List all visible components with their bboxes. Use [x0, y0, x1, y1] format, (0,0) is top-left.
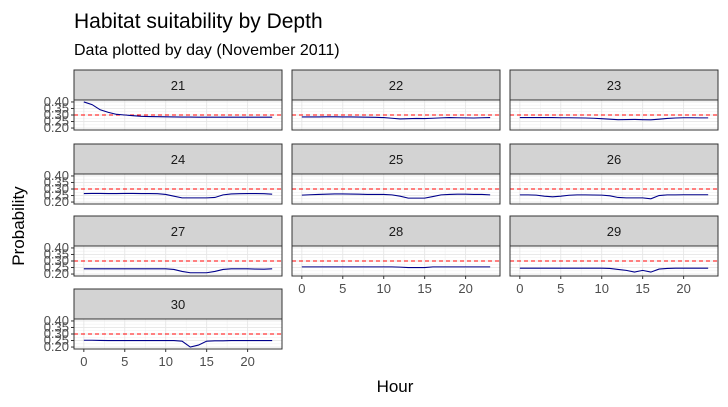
- facet-panel-25: 25: [291, 143, 501, 205]
- facet-panel-24: 24 0.200.250.300.350.40: [44, 143, 283, 209]
- y-tick-label: 0.30: [44, 253, 69, 268]
- facet-panel-27: 27 0.200.250.300.350.40: [44, 215, 283, 281]
- y-tick-label: 0.25: [44, 260, 69, 275]
- panel-border: [291, 245, 501, 277]
- x-tick-label: 0: [516, 281, 523, 296]
- facet-panel-29: 29 0 5 10 15 20: [509, 215, 719, 296]
- x-axis-title: Hour: [377, 377, 414, 396]
- y-tick-label: 0.30: [44, 107, 69, 122]
- series-line: [83, 339, 273, 348]
- panel-border: [509, 245, 719, 277]
- facet-panel-21: 21 0.200.250.300.350.40: [44, 69, 283, 135]
- facet-panel-26: 26: [509, 143, 719, 205]
- facet-strip: [509, 143, 719, 175]
- series-line: [519, 267, 709, 273]
- facet-strip-label: 27: [171, 224, 185, 239]
- x-tick-label: 20: [240, 354, 254, 369]
- x-tick-label: 0: [298, 281, 305, 296]
- facet-panel-28: 28 0 5 10 15 20: [291, 215, 501, 296]
- facet-strip-label: 22: [389, 78, 403, 93]
- y-tick-label: 0.20: [44, 266, 69, 281]
- facet-strip: [73, 69, 283, 101]
- series-line: [83, 192, 273, 199]
- x-tick-label: 20: [676, 281, 690, 296]
- y-tick-label: 0.40: [44, 168, 69, 183]
- series-line: [301, 193, 491, 199]
- series-line: [301, 116, 491, 120]
- facet-strip: [73, 215, 283, 247]
- facet-panel-23: 23: [509, 69, 719, 131]
- x-tick-label: 5: [339, 281, 346, 296]
- panel-border: [509, 99, 719, 131]
- series-line: [519, 194, 709, 200]
- x-tick-label: 15: [635, 281, 649, 296]
- facet-strip-label: 21: [171, 78, 185, 93]
- x-tick-label: 5: [121, 354, 128, 369]
- x-tick-label: 15: [417, 281, 431, 296]
- y-tick-label: 0.40: [44, 313, 69, 328]
- y-tick-label: 0.35: [44, 246, 69, 261]
- x-tick-label: 0: [80, 354, 87, 369]
- chart-subtitle: Data plotted by day (November 2011): [74, 42, 340, 59]
- y-tick-label: 0.30: [44, 181, 69, 196]
- facet-strip-label: 26: [607, 152, 621, 167]
- y-tick-label: 0.25: [44, 333, 69, 348]
- y-tick-label: 0.20: [44, 120, 69, 135]
- facet-strip-label: 28: [389, 224, 403, 239]
- facet-strip-label: 25: [389, 152, 403, 167]
- facet-strip: [509, 69, 719, 101]
- x-tick-label: 15: [199, 354, 213, 369]
- y-tick-label: 0.40: [44, 94, 69, 109]
- y-tick-label: 0.40: [44, 240, 69, 255]
- y-tick-label: 0.20: [44, 339, 69, 354]
- facet-strip: [291, 143, 501, 175]
- facet-panel-22: 22: [291, 69, 501, 131]
- chart-title: Habitat suitability by Depth: [74, 10, 323, 33]
- panel-border: [509, 173, 719, 205]
- facet-strip: [291, 215, 501, 247]
- facet-strip-label: 24: [171, 152, 185, 167]
- y-tick-label: 0.25: [44, 114, 69, 129]
- y-tick-label: 0.25: [44, 188, 69, 203]
- series-line: [519, 117, 709, 121]
- facet-strip: [509, 215, 719, 247]
- y-tick-label: 0.35: [44, 174, 69, 189]
- facet-strip: [73, 288, 283, 320]
- facet-strip-label: 23: [607, 78, 621, 93]
- y-tick-label: 0.30: [44, 326, 69, 341]
- x-tick-label: 10: [158, 354, 172, 369]
- panel-border: [291, 99, 501, 131]
- y-axis-title: Probability: [9, 186, 28, 266]
- x-tick-label: 5: [557, 281, 564, 296]
- facet-panel-30: 30 0.200.250.300.350.40 0 5 10 15 20: [44, 288, 283, 369]
- series-line: [83, 101, 273, 118]
- series-line: [83, 268, 273, 274]
- y-tick-label: 0.35: [44, 319, 69, 334]
- panel-border: [291, 173, 501, 205]
- series-line: [301, 266, 491, 269]
- x-tick-label: 10: [594, 281, 608, 296]
- y-tick-label: 0.35: [44, 100, 69, 115]
- facet-strip-label: 30: [171, 297, 185, 312]
- x-tick-label: 20: [458, 281, 472, 296]
- x-tick-label: 10: [376, 281, 390, 296]
- y-tick-label: 0.20: [44, 194, 69, 209]
- facet-strip-label: 29: [607, 224, 621, 239]
- facet-strip: [291, 69, 501, 101]
